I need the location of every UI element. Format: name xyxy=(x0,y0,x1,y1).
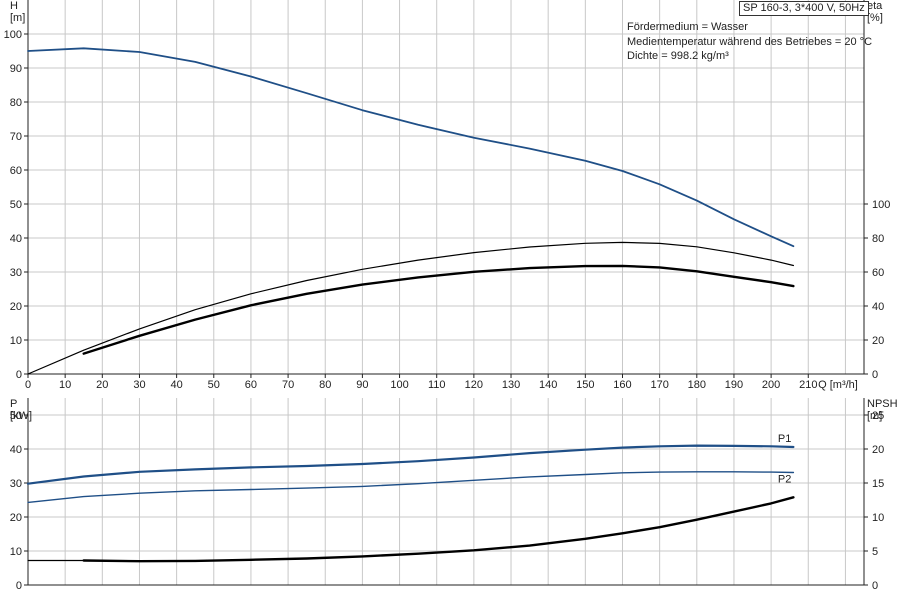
x-tick-label: 170 xyxy=(650,379,668,391)
right-y-axis-unit: [%] xyxy=(867,12,883,24)
left-y-tick-label: 20 xyxy=(10,512,22,524)
left-y-tick-label: 0 xyxy=(16,580,22,592)
x-tick-label: 130 xyxy=(502,379,520,391)
series-line xyxy=(26,444,795,485)
x-tick-label: 10 xyxy=(59,379,71,391)
left-y-axis-unit: [m] xyxy=(10,12,25,24)
x-tick-label: 180 xyxy=(688,379,706,391)
right-y-axis-unit: [m] xyxy=(867,410,882,422)
right-y-tick-label: 40 xyxy=(872,301,884,313)
x-tick-label: 140 xyxy=(539,379,557,391)
left-y-tick-label: 90 xyxy=(10,63,22,75)
left-y-tick-label: 10 xyxy=(10,546,22,558)
right-y-tick-label: 0 xyxy=(872,369,878,381)
right-y-tick-label: 5 xyxy=(872,546,878,558)
right-y-tick-label: 20 xyxy=(872,444,884,456)
series-label: P1 xyxy=(778,433,791,445)
x-tick-label: 80 xyxy=(319,379,331,391)
left-y-axis-unit: [kW] xyxy=(10,410,32,422)
x-tick-label: 70 xyxy=(282,379,294,391)
right-y-tick-label: 80 xyxy=(872,233,884,245)
medium-info-line: Medientemperatur während des Betriebes =… xyxy=(627,35,873,48)
series-line xyxy=(27,47,795,248)
right-y-tick-label: 60 xyxy=(872,267,884,279)
series-label: P2 xyxy=(778,473,791,485)
right-y-tick-label: 0 xyxy=(872,580,878,592)
x-tick-label: 210 xyxy=(799,379,817,391)
x-tick-label: 150 xyxy=(576,379,594,391)
left-y-tick-label: 100 xyxy=(4,29,22,41)
pump-label-box: SP 160-3, 3*400 V, 50Hz xyxy=(739,1,869,16)
series-line xyxy=(82,496,795,563)
left-y-tick-label: 20 xyxy=(10,301,22,313)
x-axis-label: Q [m³/h] xyxy=(818,379,858,391)
right-y-axis-label: NPSH xyxy=(867,398,898,410)
left-y-tick-label: 30 xyxy=(10,267,22,279)
right-y-tick-label: 100 xyxy=(872,199,890,211)
right-y-tick-label: 20 xyxy=(872,335,884,347)
left-y-tick-label: 60 xyxy=(10,165,22,177)
x-tick-label: 190 xyxy=(725,379,743,391)
x-tick-label: 40 xyxy=(170,379,182,391)
left-y-tick-label: 30 xyxy=(10,478,22,490)
x-tick-label: 50 xyxy=(208,379,220,391)
right-y-tick-label: 10 xyxy=(872,512,884,524)
x-tick-label: 30 xyxy=(133,379,145,391)
right-y-axis-label: eta xyxy=(867,0,883,12)
left-y-tick-label: 50 xyxy=(10,199,22,211)
medium-info-line: Dichte = 998.2 kg/m³ xyxy=(627,50,729,62)
left-y-tick-label: 10 xyxy=(10,335,22,347)
left-y-tick-label: 40 xyxy=(10,233,22,245)
x-tick-label: 120 xyxy=(465,379,483,391)
x-tick-label: 110 xyxy=(428,379,446,391)
x-tick-label: 60 xyxy=(245,379,257,391)
left-y-tick-label: 0 xyxy=(16,369,22,381)
x-tick-label: 100 xyxy=(390,379,408,391)
x-tick-label: 90 xyxy=(356,379,368,391)
x-tick-label: 0 xyxy=(25,379,31,391)
right-y-tick-label: 25 xyxy=(872,410,884,422)
left-y-tick-label: 80 xyxy=(10,97,22,109)
right-y-tick-label: 15 xyxy=(872,478,884,490)
series-line xyxy=(82,264,795,355)
x-tick-label: 20 xyxy=(96,379,108,391)
left-y-tick-label: 40 xyxy=(10,444,22,456)
series-line xyxy=(27,471,795,504)
series-line xyxy=(27,241,795,375)
medium-info-line: Fördermedium = Wasser xyxy=(627,21,748,33)
left-y-tick-label: 50 xyxy=(10,410,22,422)
left-y-axis-label: P xyxy=(10,398,17,410)
left-y-axis-label: H xyxy=(10,0,18,12)
medium-info: Fördermedium = Wasser Medientemperatur w… xyxy=(627,20,872,64)
x-tick-label: 200 xyxy=(762,379,780,391)
left-y-tick-label: 70 xyxy=(10,131,22,143)
x-tick-label: 160 xyxy=(613,379,631,391)
